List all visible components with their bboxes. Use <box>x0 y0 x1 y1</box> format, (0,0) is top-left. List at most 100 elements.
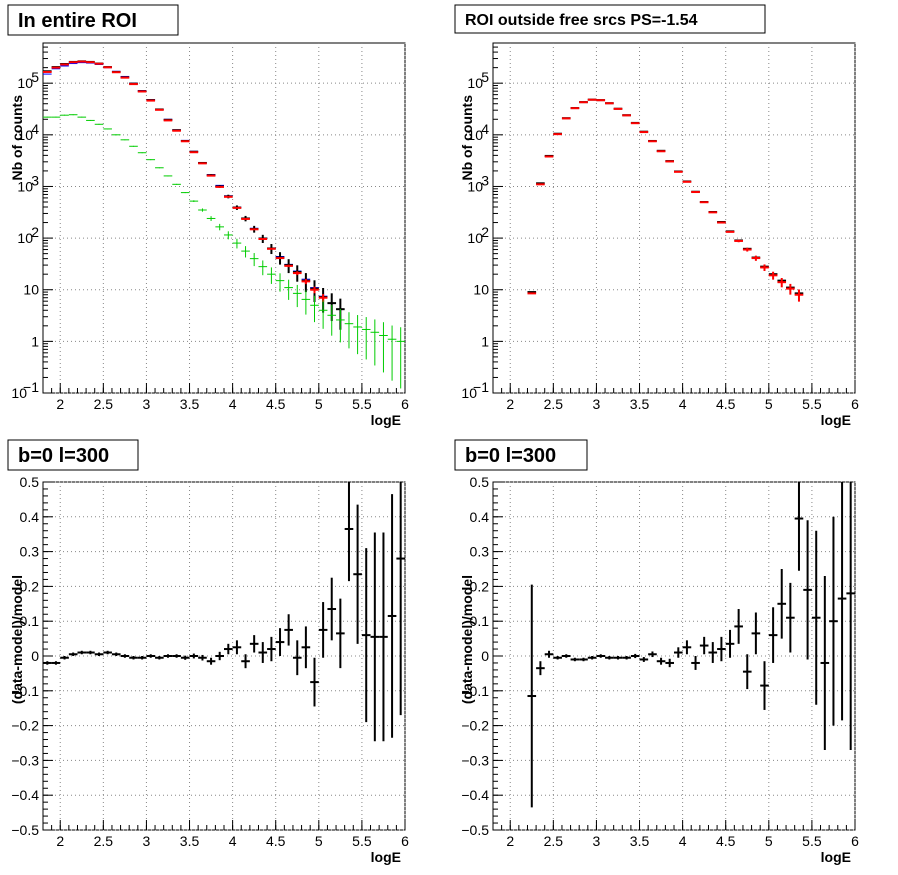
x-tick-label: 4 <box>229 396 237 412</box>
y-tick-label: −0.4 <box>461 787 489 803</box>
x-tick-label: 3 <box>593 833 601 849</box>
y-tick-label: 0.5 <box>20 474 40 490</box>
x-tick-label: 2 <box>56 833 64 849</box>
x-tick-label: 3.5 <box>180 396 200 412</box>
x-axis-label: logE <box>371 849 401 865</box>
plot-frame <box>492 42 856 394</box>
y-tick-label: −0.2 <box>11 718 39 734</box>
x-tick-label: 4 <box>679 396 687 412</box>
x-tick-label: 2.5 <box>544 833 564 849</box>
y-tick-label: 10 <box>23 282 39 298</box>
y-tick-exponent: 5 <box>31 69 39 85</box>
x-axis-label: logE <box>821 412 851 428</box>
y-tick-label: 0.2 <box>470 578 490 594</box>
y-tick-exponent: 2 <box>31 224 39 240</box>
x-tick-label: 2.5 <box>94 833 114 849</box>
y-tick-exponent: −1 <box>23 379 39 395</box>
x-tick-label: 5 <box>315 396 323 412</box>
x-tick-label: 5.5 <box>352 833 372 849</box>
x-tick-label: 3.5 <box>630 833 650 849</box>
x-tick-label: 4.5 <box>266 396 286 412</box>
x-tick-label: 3 <box>143 396 151 412</box>
x-tick-label: 6 <box>401 396 409 412</box>
y-tick-label: −0.2 <box>461 718 489 734</box>
x-tick-label: 3.5 <box>630 396 650 412</box>
y-tick-label: 0 <box>31 648 39 664</box>
x-tick-label: 2 <box>56 396 64 412</box>
y-tick-label: −0.3 <box>461 752 489 768</box>
y-tick-label: 0.3 <box>20 544 40 560</box>
x-axis-label: logE <box>821 849 851 865</box>
y-tick-label: 1 <box>481 333 489 349</box>
series-1 <box>43 482 405 742</box>
chart-panel-4: 2 2.5 3 3.5 4 4.5 5 5.5 6 −0.5 −0.4 −0.3 −0.2 −0.1 0 0.… <box>454 439 859 865</box>
chart-panel-2: 2 2.5 3 3.5 4 4.5 5 5.5 610−1110102103104105ROI … <box>454 4 859 428</box>
y-tick-label: −0.3 <box>11 752 39 768</box>
y-tick-label: −0.5 <box>461 822 489 838</box>
x-tick-label: 6 <box>851 833 859 849</box>
y-tick-exponent: 4 <box>481 121 489 137</box>
chart-title: ROI outside free srcs PS=-1.54 <box>465 12 698 29</box>
y-tick-exponent: −1 <box>473 379 489 395</box>
y-axis-label: (data-model)/model <box>9 575 25 704</box>
y-tick-exponent: 2 <box>481 224 489 240</box>
y-tick-label: 10 <box>467 178 483 194</box>
y-tick-label: 10 <box>467 127 483 143</box>
y-axis-label: (data-model)/model <box>459 575 475 704</box>
y-tick-label: 10 <box>11 385 27 401</box>
y-tick-label: 0.4 <box>470 509 490 525</box>
x-tick-label: 5 <box>765 396 773 412</box>
y-tick-label: 0.1 <box>20 613 40 629</box>
y-tick-label: −0.1 <box>11 683 39 699</box>
y-tick-label: 0.5 <box>470 474 490 490</box>
x-tick-label: 2 <box>506 396 514 412</box>
y-tick-exponent: 5 <box>481 69 489 85</box>
x-tick-label: 3 <box>143 833 151 849</box>
x-tick-label: 2.5 <box>544 396 564 412</box>
y-tick-label: 10 <box>473 282 489 298</box>
y-tick-label: 10 <box>467 230 483 246</box>
chart-title: b=0 l=300 <box>18 445 109 467</box>
y-tick-label: −0.5 <box>11 822 39 838</box>
x-tick-label: 4 <box>229 833 237 849</box>
series-3 <box>43 60 328 303</box>
y-tick-label: −0.4 <box>11 787 39 803</box>
y-tick-label: 10 <box>461 385 477 401</box>
y-tick-label: 10 <box>17 127 33 143</box>
x-tick-label: 6 <box>851 396 859 412</box>
y-tick-label: 0.2 <box>20 578 40 594</box>
series-1 <box>527 482 855 808</box>
y-tick-label: 10 <box>17 178 33 194</box>
y-axis-label: Nb of counts <box>9 95 25 181</box>
title-box <box>7 4 179 36</box>
y-tick-exponent: 3 <box>31 172 39 188</box>
x-tick-label: 5.5 <box>352 396 372 412</box>
x-tick-label: 6 <box>401 833 409 849</box>
x-tick-label: 5.5 <box>802 833 822 849</box>
y-tick-label: 0.1 <box>470 613 490 629</box>
y-tick-label: 10 <box>467 75 483 91</box>
x-tick-label: 5.5 <box>802 396 822 412</box>
y-tick-label: 10 <box>17 230 33 246</box>
y-axis-label: Nb of counts <box>459 95 475 181</box>
y-tick-exponent: 4 <box>31 121 39 137</box>
x-tick-label: 2.5 <box>94 396 114 412</box>
chart-panel-3: 2 2.5 3 3.5 4 4.5 5 5.5 6 −0.5 −0.4 −0.3 −0.2 −0.1 0 0.… <box>7 439 409 865</box>
x-tick-label: 3.5 <box>180 833 200 849</box>
x-tick-label: 5 <box>765 833 773 849</box>
x-tick-label: 3 <box>593 396 601 412</box>
y-tick-label: 0.3 <box>470 544 490 560</box>
chart-title: b=0 l=300 <box>465 445 556 467</box>
plot-frame <box>42 42 406 394</box>
title-box <box>7 439 139 471</box>
x-tick-label: 4.5 <box>716 396 736 412</box>
y-tick-label: 1 <box>31 333 39 349</box>
x-tick-label: 4 <box>679 833 687 849</box>
y-tick-exponent: 3 <box>481 172 489 188</box>
x-tick-label: 4.5 <box>266 833 286 849</box>
title-box <box>454 4 766 34</box>
title-box <box>454 439 588 471</box>
x-axis-label: logE <box>371 412 401 428</box>
